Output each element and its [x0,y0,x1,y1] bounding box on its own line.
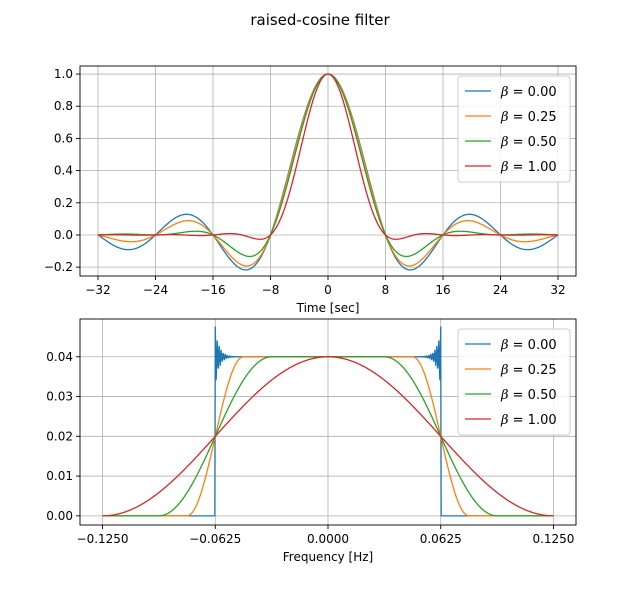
x-tick-label: −32 [85,283,110,297]
legend-box [457,75,571,183]
legend-symbol: β [500,160,509,175]
legend-entry: β = 0.25 [500,110,557,125]
legend-value: = 0.00 [509,85,557,100]
x-tick-label: 16 [435,283,450,297]
x-tick-label: −0.1250 [77,532,129,546]
legend-entry: β = 1.00 [500,413,557,428]
legend-entry: β = 0.50 [500,135,557,150]
legend-entry: β = 0.25 [500,363,557,378]
legend-symbol: β [500,85,509,100]
y-tick-label: 0.4 [54,164,73,178]
y-tick-label: 0.8 [54,99,73,113]
series-line-beta-1.00 [97,73,559,240]
legend-symbol: β [500,338,509,353]
y-tick-label: 0.6 [54,131,73,145]
series-lines [102,326,554,517]
y-tick-label: −0.2 [44,260,73,274]
legend-symbol: β [500,413,509,428]
legend-entry: β = 0.50 [500,388,557,403]
y-tick-label: 0.02 [46,429,73,443]
x-tick-label: −8 [262,283,280,297]
y-tick-label: 0.0 [54,228,73,242]
legend-box [457,328,571,436]
legend-entry: β = 0.00 [500,338,557,353]
y-tick-label: 0.03 [46,390,73,404]
legend-symbol: β [500,388,509,403]
legend: β = 0.00β = 0.25β = 0.50β = 1.00 [457,75,571,183]
x-tick-label: −24 [143,283,168,297]
y-tick-label: 0.01 [46,469,73,483]
impulse-response-chart: −32 −24 −16 −8 0 8 16 24 32 −0.2 0.0 0.2 0.4 0.6 0.8 1.… [44,65,577,315]
series-lines [97,73,559,271]
x-tick-label: 0.1250 [532,532,574,546]
x-tick-label: −16 [200,283,225,297]
legend-entry: β = 1.00 [500,160,557,175]
y-tick-label: 0.00 [46,509,73,523]
y-tick-label: 0.2 [54,196,73,210]
legend-value: = 0.25 [509,363,557,378]
legend-symbol: β [500,135,509,150]
figure-title: raised-cosine filter [250,11,390,29]
x-tick-label: 24 [493,283,508,297]
x-tick-label: 8 [382,283,390,297]
x-tick-label: 0 [324,283,332,297]
x-tick-label: 0.0000 [307,532,349,546]
legend-value: = 1.00 [509,160,557,175]
x-axis-label: Time [sec] [296,301,360,315]
legend-symbol: β [500,363,509,378]
frequency-response-chart: −0.1250 −0.0625 0.0000 0.0625 0.1250 0.00 0.01… [46,318,577,564]
legend-value: = 0.25 [509,110,557,125]
x-tick-label: 0.0625 [420,532,462,546]
legend: β = 0.00β = 0.25β = 0.50β = 1.00 [457,328,571,436]
legend-value: = 1.00 [509,413,557,428]
y-tick-label: 0.04 [46,350,73,364]
x-tick-label: 32 [550,283,565,297]
legend-value: = 0.50 [509,388,557,403]
legend-value: = 0.00 [509,338,557,353]
legend-entry: β = 0.00 [500,85,557,100]
y-tick-label: 1.0 [54,67,73,81]
legend-symbol: β [500,110,509,125]
x-axis-label: Frequency [Hz] [283,550,374,564]
series-line-beta-1.00 [102,356,554,517]
legend-value: = 0.50 [509,135,557,150]
x-tick-label: −0.0625 [189,532,241,546]
